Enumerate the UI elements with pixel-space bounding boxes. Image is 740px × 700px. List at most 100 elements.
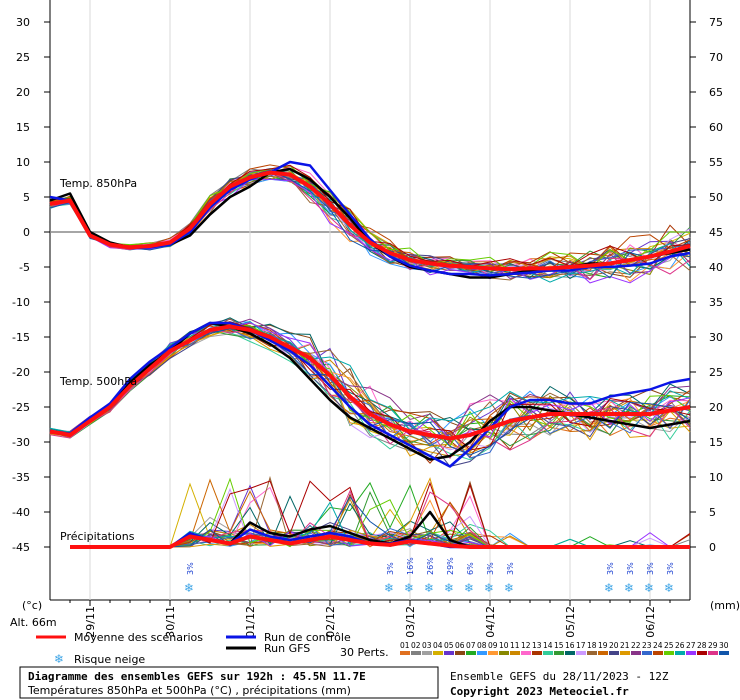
snowflake-icon: ❄: [464, 581, 474, 595]
right-tick-label: 45: [709, 226, 723, 239]
member-color-swatch: [411, 651, 421, 655]
member-number-label: 21: [620, 641, 630, 650]
right-tick-label: 40: [709, 261, 723, 274]
snow-risk-layer: 3% ❄ 3% ❄ 16% ❄ 26% ❄ 29% ❄ 6% ❄ 3% ❄ 3% ❄ 3% ❄ 3% ❄ 3% ❄ 3% ❄: [184, 557, 675, 595]
snow-risk-percent: 16%: [406, 557, 415, 575]
left-tick-label: -10: [12, 296, 30, 309]
member-14-t850-line: [49, 168, 691, 274]
member-color-swatch: [565, 651, 575, 655]
ensemble-members-layer: [49, 164, 691, 548]
copyright: Copyright 2023 Meteociel.fr: [450, 685, 629, 698]
snowflake-icon: ❄: [664, 581, 674, 595]
member-13-t850-line: [49, 167, 691, 270]
right-tick-label: 30: [709, 331, 723, 344]
member-color-swatch: [400, 651, 410, 655]
member-number-label: 20: [609, 641, 619, 650]
snowflake-icon: ❄: [384, 581, 394, 595]
snow-risk-percent: 3%: [666, 562, 675, 575]
member-23-t500-line: [49, 328, 691, 459]
t850-section-label: Temp. 850hPa: [59, 177, 137, 190]
member-color-swatch: [576, 651, 586, 655]
member-number-label: 18: [587, 641, 597, 650]
member-color-swatch: [609, 651, 619, 655]
mean-t850-line: [49, 170, 691, 272]
left-tick-label: -45: [12, 541, 30, 554]
right-tick-label: 35: [709, 296, 723, 309]
member-color-swatch: [510, 651, 520, 655]
snowflake-icon: ❄: [484, 581, 494, 595]
left-tick-label: -35: [12, 471, 30, 484]
member-color-swatch: [653, 651, 663, 655]
member-number-label: 23: [642, 641, 652, 650]
member-number-label: 27: [686, 641, 696, 650]
right-unit-label: (mm): [710, 599, 740, 612]
member-15-t850-line: [49, 169, 691, 273]
member-number-label: 30: [719, 641, 729, 650]
member-color-swatch: [686, 651, 696, 655]
member-29-t500-line: [49, 328, 691, 459]
member-color-swatch: [664, 651, 674, 655]
snowflake-icon: ❄: [624, 581, 634, 595]
member-number-label: 07: [466, 641, 476, 650]
snowflake-icon: ❄: [404, 581, 414, 595]
left-tick-label: -20: [12, 366, 30, 379]
member-color-swatch: [642, 651, 652, 655]
member-color-swatch: [532, 651, 542, 655]
snow-risk-percent: 3%: [646, 562, 655, 575]
member-number-label: 22: [631, 641, 641, 650]
left-tick-label: -40: [12, 506, 30, 519]
snowflake-icon: ❄: [184, 581, 194, 595]
member-number-label: 17: [576, 641, 586, 650]
member-color-swatch: [554, 651, 564, 655]
member-number-label: 24: [653, 641, 663, 650]
t500-section-label: Temp. 500hPa: [59, 375, 137, 388]
member-02-t500-line: [49, 328, 691, 457]
member-19-t850-line: [49, 168, 691, 272]
member-color-swatch: [433, 651, 443, 655]
member-11-t500-line: [49, 322, 691, 457]
legend-snowflake-icon: ❄: [54, 652, 64, 666]
right-tick-label: 65: [709, 86, 723, 99]
member-05-t850-line: [49, 169, 691, 274]
member-number-label: 12: [521, 641, 531, 650]
snow-risk-percent: 3%: [606, 562, 615, 575]
member-number-label: 29: [708, 641, 718, 650]
left-unit-label: (°c): [22, 599, 42, 612]
members-color-legend: 01 02 03 04 05 06 07 08 09 10 11 12 13 14 15 16 17 18 19 20…: [400, 641, 729, 655]
right-tick-label: 60: [709, 121, 723, 134]
day-label: 01/12: [244, 606, 257, 638]
main-runs-layer: [49, 160, 691, 549]
member-number-label: 08: [477, 641, 487, 650]
member-number-label: 06: [455, 641, 465, 650]
left-tick-label: 15: [16, 121, 30, 134]
member-number-label: 09: [488, 641, 498, 650]
member-color-swatch: [620, 651, 630, 655]
member-number-label: 02: [411, 641, 421, 650]
member-20-t500-line: [49, 326, 691, 467]
day-label: 05/12: [564, 606, 577, 638]
gfs-precip-line: [70, 510, 690, 549]
member-24-t850-line: [49, 164, 691, 271]
title-box: [19, 666, 439, 699]
left-tick-label: -5: [19, 261, 30, 274]
member-color-swatch: [444, 651, 454, 655]
member-number-label: 11: [510, 641, 520, 650]
member-color-swatch: [708, 651, 718, 655]
left-tick-label: 30: [16, 16, 30, 29]
snow-risk-percent: 6%: [466, 562, 475, 575]
snow-risk-percent: 26%: [426, 557, 435, 575]
member-number-label: 04: [433, 641, 443, 650]
left-tick-label: 10: [16, 156, 30, 169]
legend-gfs-label: Run GFS: [264, 642, 310, 655]
snow-risk-percent: 3%: [506, 562, 515, 575]
snow-risk-percent: 3%: [186, 562, 195, 575]
member-number-label: 19: [598, 641, 608, 650]
left-tick-label: 25: [16, 51, 30, 64]
legend: Moyenne des scénarios Run de contrôle Ru…: [36, 631, 729, 666]
member-27-t850-line: [49, 178, 691, 284]
altitude-label: Alt. 66m: [10, 616, 57, 629]
right-tick-label: 75: [709, 16, 723, 29]
member-color-swatch: [499, 651, 509, 655]
right-tick-label: 10: [709, 471, 723, 484]
day-label: 03/12: [404, 606, 417, 638]
